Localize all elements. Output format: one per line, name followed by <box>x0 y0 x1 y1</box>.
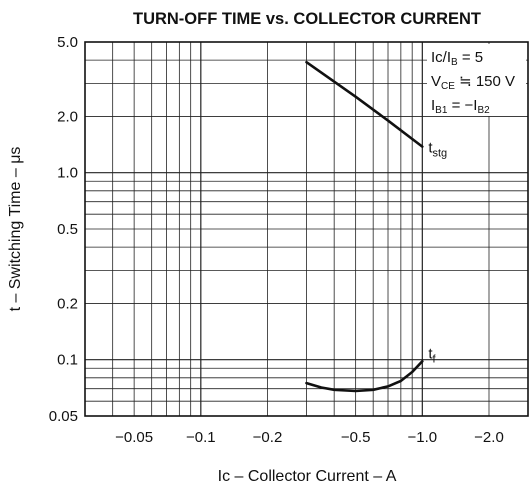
plot-frame <box>84 41 529 417</box>
x-tick-label: −0.05 <box>115 429 153 446</box>
y-tick-label: 0.5 <box>57 221 78 238</box>
condition-line: IB1 = −IB2 <box>431 97 490 116</box>
series-label-tf: tf <box>428 345 436 365</box>
x-axis-label: Ic – Collector Current – A <box>218 468 397 485</box>
series-lines <box>305 60 424 393</box>
tick-labels: −0.05 −0.1 −0.2 −0.5 −1.0 −2.0 0.05 0.1 0.2 0.5 1.… <box>49 34 504 446</box>
chart-title: TURN-OFF TIME vs. COLLECTOR CURRENT <box>133 10 481 28</box>
conditions-bg <box>427 44 526 116</box>
series-label-tstg: tstg <box>428 140 447 160</box>
x-tick-label: −0.2 <box>253 429 283 446</box>
x-tick-label: −0.1 <box>186 429 216 446</box>
y-tick-label: 0.2 <box>57 295 78 312</box>
condition-line: Ic/IB = 5 <box>431 49 483 68</box>
series-labels: tstg tf <box>428 140 447 366</box>
grid <box>85 42 528 416</box>
y-tick-label: 0.05 <box>49 408 78 425</box>
x-tick-label: −2.0 <box>474 429 504 446</box>
y-tick-label: 5.0 <box>57 34 78 51</box>
x-tick-label: −0.5 <box>341 429 371 446</box>
y-tick-label: 1.0 <box>57 165 78 182</box>
series-line-tf <box>305 359 424 393</box>
series-line-tstg <box>305 60 424 148</box>
y-axis-label: t – Switching Time – μs <box>7 147 24 312</box>
conditions-box: Ic/IB = 5 VCE ≒ 150 V IB1 = −IB2 <box>427 44 526 116</box>
condition-line: VCE ≒ 150 V <box>431 73 515 92</box>
x-tick-label: −1.0 <box>408 429 438 446</box>
y-tick-label: 2.0 <box>57 108 78 125</box>
y-tick-label: 0.1 <box>57 352 78 369</box>
